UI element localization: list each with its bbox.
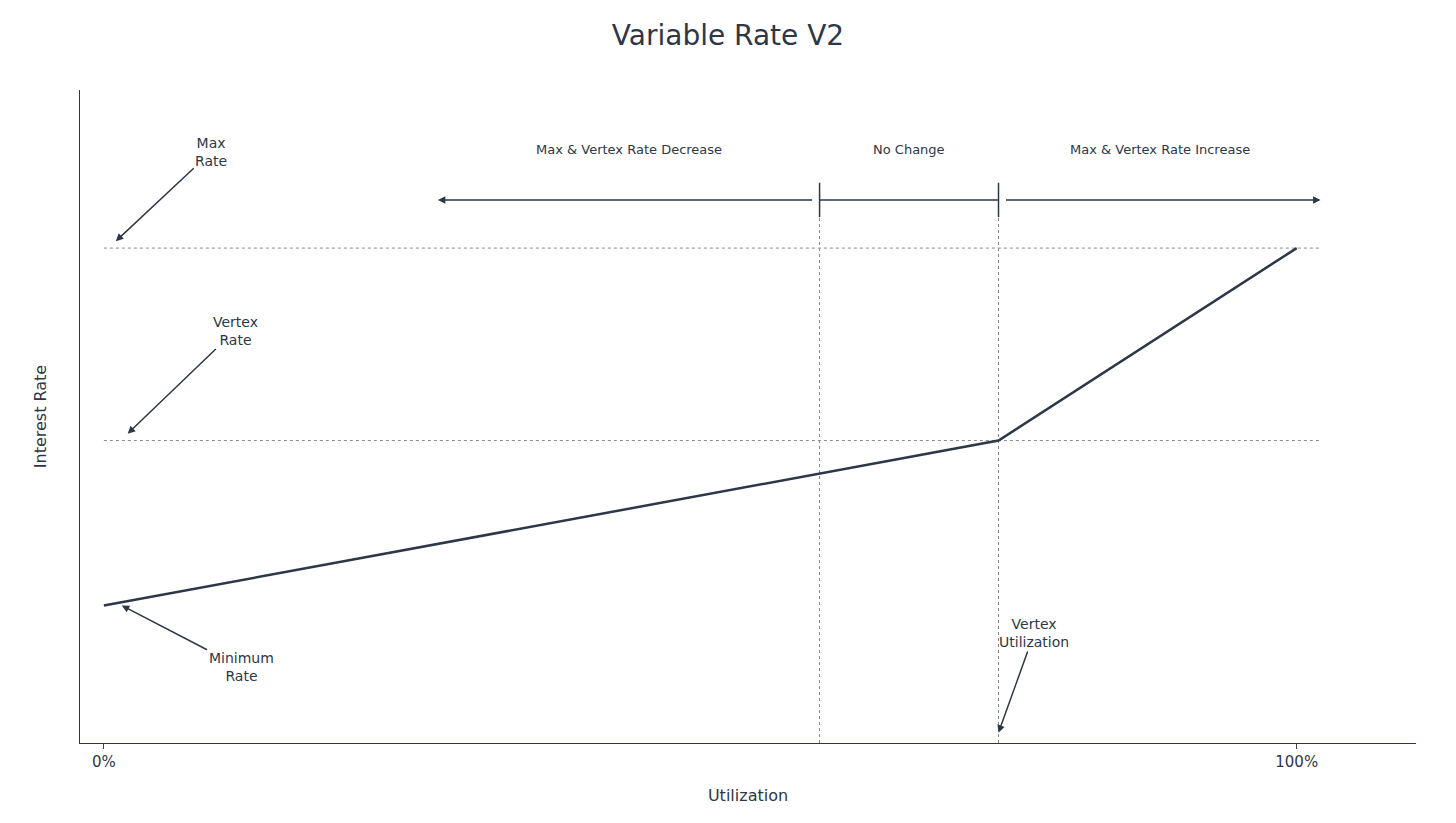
svg-text:Utilization: Utilization xyxy=(708,786,788,805)
svg-text:Interest Rate: Interest Rate xyxy=(31,365,50,468)
svg-text:100%: 100% xyxy=(1275,753,1318,771)
svg-text:No Change: No Change xyxy=(873,142,945,157)
svg-text:VertexUtilization: VertexUtilization xyxy=(999,616,1069,650)
svg-text:MaxRate: MaxRate xyxy=(195,135,227,169)
svg-text:VertexRate: VertexRate xyxy=(213,314,258,348)
svg-text:0%: 0% xyxy=(92,753,116,771)
svg-text:MinimumRate: MinimumRate xyxy=(209,650,274,684)
svg-text:Max & Vertex Rate Increase: Max & Vertex Rate Increase xyxy=(1070,142,1250,157)
svg-text:Variable Rate V2: Variable Rate V2 xyxy=(612,19,844,52)
svg-text:Max & Vertex Rate Decrease: Max & Vertex Rate Decrease xyxy=(536,142,722,157)
